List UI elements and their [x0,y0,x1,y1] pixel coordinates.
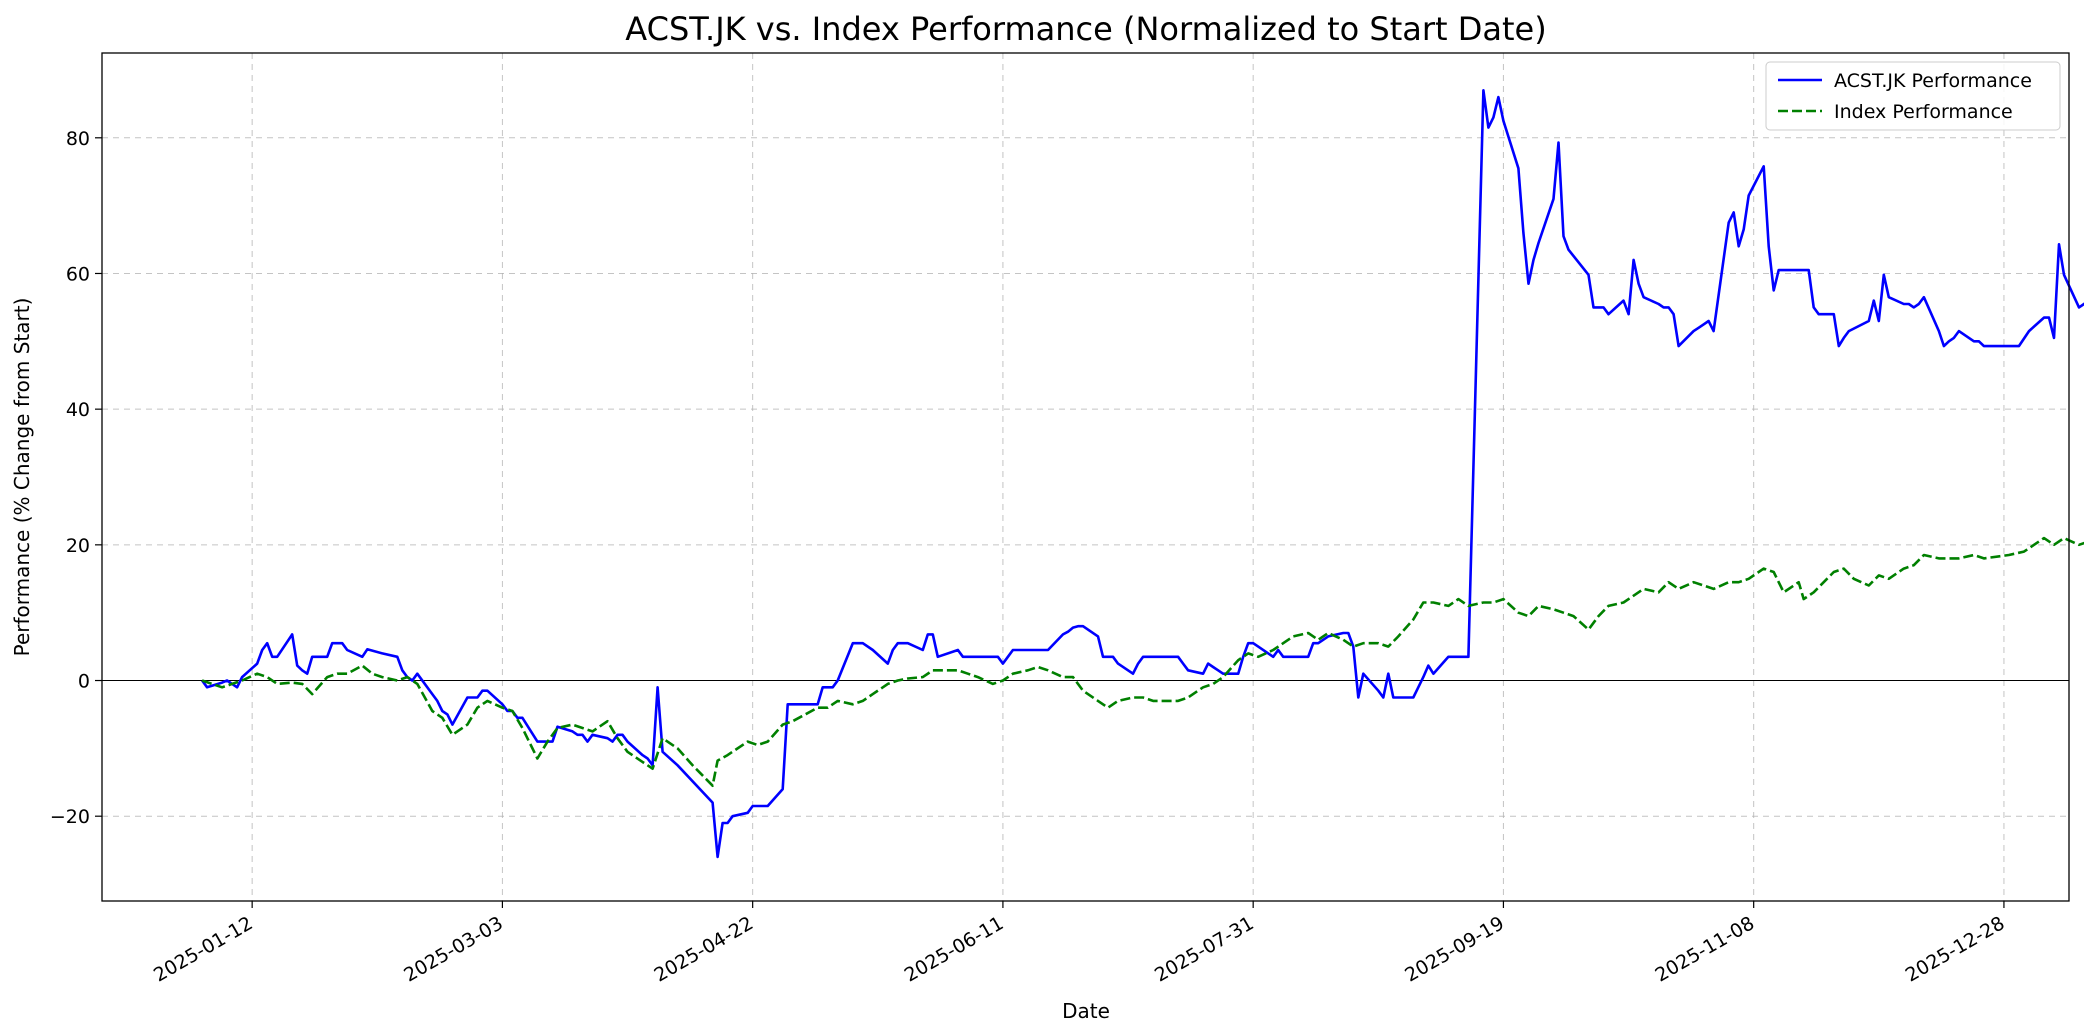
y-tick-label: 40 [66,399,90,421]
x-tick-label: 2025-03-03 [400,912,507,986]
y-tick-label: 60 [66,263,90,285]
x-tick-label: 2025-01-12 [150,912,257,986]
plot-area-frame [101,52,2070,902]
y-tick-label: 20 [66,535,90,557]
x-tick-label: 2025-07-31 [1151,912,1258,986]
x-tick-label: 2025-04-22 [651,912,758,986]
grid-lines [102,53,2069,901]
x-tick-label: 2025-06-11 [901,912,1008,986]
legend: ACST.JK Performance Index Performance [1765,61,2061,131]
y-tick-label: 80 [66,128,90,150]
y-tick-label: 0 [78,671,90,693]
x-axis-label: Date [1062,999,1110,1023]
x-tick-label: 2025-12-28 [1902,912,2009,986]
x-tick-label: 2025-09-19 [1401,912,1508,986]
legend-label-acst: ACST.JK Performance [1834,70,2032,92]
series-lines [201,89,2084,859]
x-tick-label: 2025-11-08 [1652,912,1759,986]
series-line-acst [201,89,2084,859]
x-axis-ticks: 2025-01-12 2025-03-03 2025-04-22 2025-06-11… [150,901,2008,987]
y-axis-label: Performance (% Change from Start) [10,298,34,657]
legend-label-index: Index Performance [1834,101,2013,123]
series-line-index [201,536,2084,787]
chart-title: ACST.JK vs. Index Performance (Normalize… [625,10,1546,48]
y-axis-ticks: −20 0 20 40 60 80 [50,128,102,828]
legend-box [1765,61,2061,131]
y-tick-label: −20 [50,806,90,828]
